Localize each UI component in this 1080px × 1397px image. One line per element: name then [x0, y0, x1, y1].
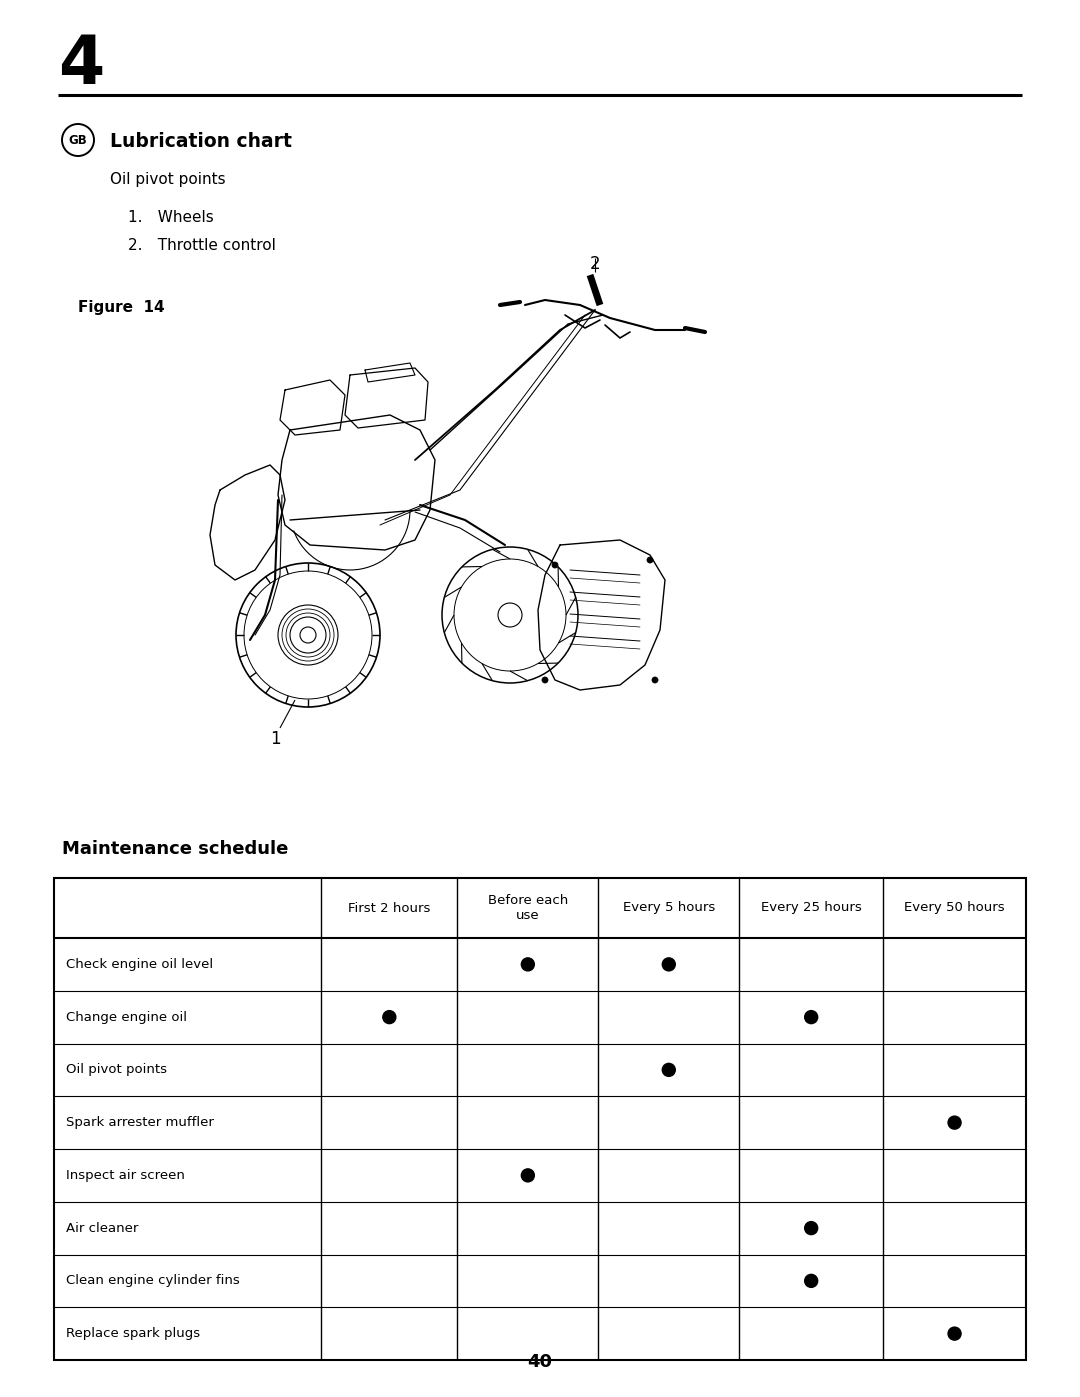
Text: Every 50 hours: Every 50 hours [904, 901, 1004, 915]
Circle shape [948, 1116, 961, 1129]
Text: 40: 40 [527, 1354, 553, 1370]
Text: Inspect air screen: Inspect air screen [66, 1169, 185, 1182]
Circle shape [805, 1221, 818, 1235]
Bar [54, 877, 1026, 1361]
Text: Lubrication chart: Lubrication chart [110, 131, 292, 151]
Text: Check engine oil level: Check engine oil level [66, 958, 213, 971]
Text: Oil pivot points: Oil pivot points [110, 172, 226, 187]
Circle shape [522, 1169, 535, 1182]
Text: Replace spark plugs: Replace spark plugs [66, 1327, 200, 1340]
Circle shape [652, 678, 658, 683]
Text: Change engine oil: Change engine oil [66, 1010, 187, 1024]
Text: Maintenance schedule: Maintenance schedule [62, 840, 288, 858]
Text: Before each
use: Before each use [488, 894, 568, 922]
Circle shape [948, 1327, 961, 1340]
Circle shape [647, 557, 653, 563]
Text: Every 25 hours: Every 25 hours [760, 901, 862, 915]
Text: Clean engine cylinder fins: Clean engine cylinder fins [66, 1274, 240, 1288]
Text: Oil pivot points: Oil pivot points [66, 1063, 167, 1076]
Text: 2. Throttle control: 2. Throttle control [129, 237, 275, 253]
Text: Air cleaner: Air cleaner [66, 1221, 138, 1235]
Circle shape [382, 1010, 396, 1024]
Text: 1: 1 [270, 731, 281, 747]
Text: Every 5 hours: Every 5 hours [623, 901, 715, 915]
Circle shape [522, 958, 535, 971]
Circle shape [662, 1063, 675, 1076]
Circle shape [662, 958, 675, 971]
Text: GB: GB [69, 134, 87, 147]
Text: 1. Wheels: 1. Wheels [129, 210, 214, 225]
Text: Spark arrester muffler: Spark arrester muffler [66, 1116, 214, 1129]
Text: 2: 2 [590, 256, 600, 272]
Text: First 2 hours: First 2 hours [348, 901, 431, 915]
Text: Figure  14: Figure 14 [78, 300, 164, 314]
Circle shape [542, 678, 548, 683]
Circle shape [805, 1274, 818, 1288]
Circle shape [805, 1010, 818, 1024]
Text: 4: 4 [58, 32, 105, 98]
Circle shape [552, 562, 558, 569]
